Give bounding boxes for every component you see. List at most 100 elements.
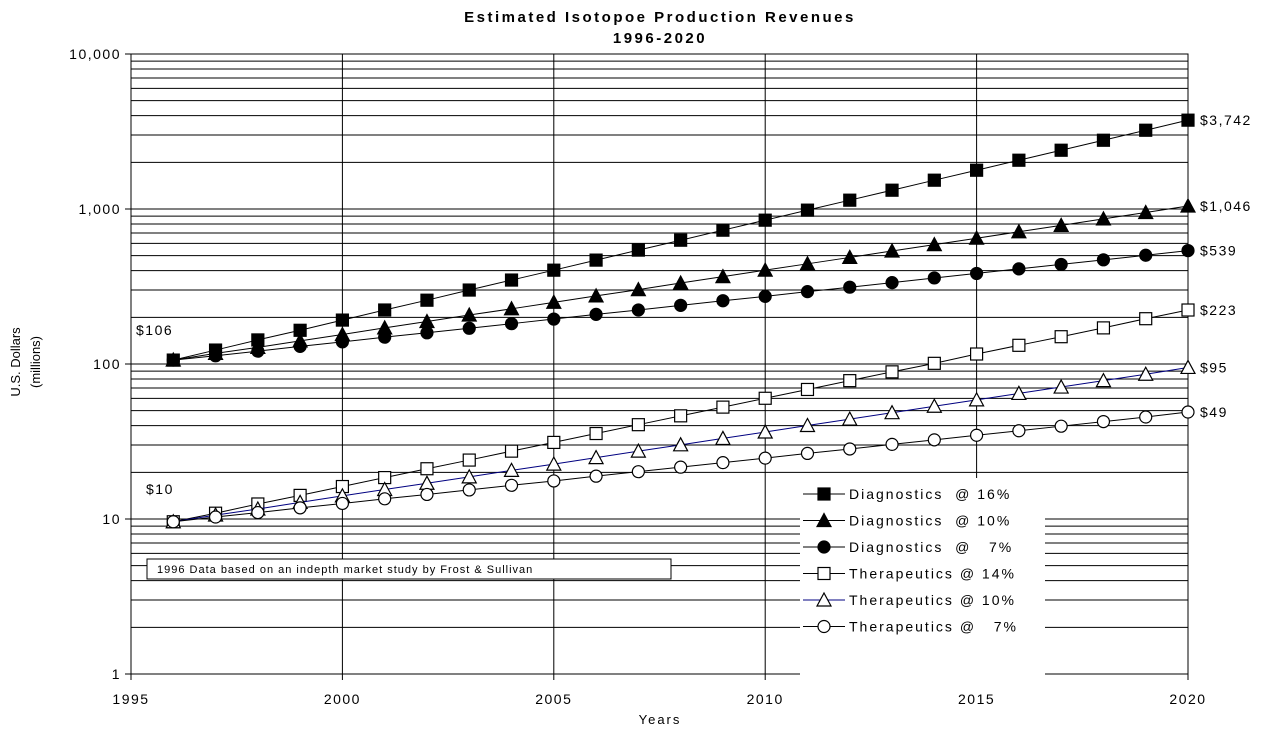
data-point-marker (545, 294, 562, 309)
data-point-marker (758, 213, 772, 227)
data-point-marker (335, 496, 349, 511)
data-point-marker (927, 173, 941, 187)
data-point-marker (927, 271, 941, 285)
data-point-marker (420, 326, 434, 340)
data-point-marker (503, 300, 520, 316)
y-axis-label: U.S. Dollars (8, 327, 23, 397)
data-point-marker (841, 410, 858, 426)
data-point-marker (293, 501, 307, 515)
data-point-marker (758, 391, 772, 405)
x-tick-label: 2000 (324, 691, 361, 707)
data-point-marker (817, 619, 831, 634)
legend-item: Diagnostics @ 10% (803, 512, 1009, 529)
data-point-marker (758, 451, 772, 465)
data-point-marker (420, 293, 434, 307)
data-point-marker (1010, 223, 1027, 239)
data-point-marker (1054, 330, 1068, 344)
end-label: $1,046 (1200, 198, 1252, 214)
data-point-marker (166, 515, 180, 529)
data-point-marker (672, 274, 689, 290)
data-point-marker (545, 455, 562, 471)
legend-label: Therapeutics @ 14% (849, 566, 1016, 582)
data-point-marker (293, 339, 307, 353)
data-point-marker (589, 469, 603, 483)
data-point-marker (1012, 153, 1026, 167)
data-point-marker (547, 435, 561, 450)
data-point-marker (378, 330, 392, 344)
data-point-marker (504, 273, 519, 287)
data-point-marker (208, 510, 223, 524)
data-point-marker (461, 468, 478, 484)
x-tick-label: 1995 (112, 691, 149, 707)
data-point-marker (716, 456, 730, 470)
series-group (165, 113, 1197, 529)
start-label-diagnostics: $106 (136, 322, 173, 338)
data-point-marker (631, 303, 645, 317)
data-point-marker (1054, 419, 1068, 433)
data-point-marker (462, 321, 476, 335)
data-point-marker (884, 242, 901, 258)
data-point-marker (589, 426, 603, 441)
legend-item: Therapeutics @ 7% (803, 619, 1016, 635)
data-point-marker (547, 312, 561, 326)
end-label: $223 (1200, 302, 1237, 318)
data-point-marker (672, 436, 689, 452)
data-point-marker (714, 268, 731, 284)
data-point-marker (800, 203, 815, 217)
data-point-marker (1053, 217, 1070, 232)
data-point-marker (251, 344, 265, 358)
y-axis-label-units: (millions) (28, 336, 43, 388)
x-tick-label: 2020 (1169, 691, 1206, 707)
data-point-marker (1012, 338, 1026, 352)
data-point-marker (1096, 253, 1111, 267)
chart-title: Estimated Isotopoe Production Revenues (464, 9, 856, 26)
data-point-marker (631, 465, 645, 479)
data-point-marker (1053, 378, 1070, 394)
x-tick-label: 2015 (958, 691, 995, 707)
data-point-marker (1054, 257, 1068, 272)
end-value-labels: $3,742 $1,046 $539 $223 $95 $49 (1200, 112, 1252, 420)
data-point-marker (799, 255, 816, 271)
data-point-marker (631, 243, 645, 257)
series-6 (166, 405, 1195, 529)
data-point-marker (503, 462, 520, 477)
legend-item: Therapeutics @ 14% (803, 566, 1016, 582)
data-point-marker (1095, 210, 1112, 226)
data-point-marker (1179, 197, 1197, 213)
data-point-marker (815, 512, 833, 528)
data-point-marker (420, 487, 434, 502)
data-point-marker (799, 417, 816, 433)
data-point-marker (716, 223, 730, 237)
data-point-marker (926, 397, 943, 413)
end-label: $49 (1200, 404, 1228, 420)
data-point-marker (1012, 262, 1026, 276)
data-point-marker (504, 317, 519, 331)
data-point-marker (1179, 359, 1197, 375)
data-point-marker (1096, 414, 1111, 429)
data-point-marker (547, 263, 561, 277)
data-point-marker (969, 266, 984, 281)
data-point-marker (968, 391, 985, 407)
data-point-marker (1012, 424, 1026, 438)
annotation-text: 1996 Data based on an indepth market stu… (157, 564, 533, 576)
data-point-marker (462, 283, 476, 297)
data-point-marker (208, 349, 223, 363)
data-point-marker (589, 253, 603, 267)
series-1 (166, 113, 1195, 367)
data-point-marker (335, 313, 349, 327)
x-tick-label: 2010 (747, 691, 784, 707)
data-point-marker (757, 423, 774, 439)
data-point-marker (1181, 303, 1195, 317)
end-label: $3,742 (1200, 112, 1252, 128)
data-point-marker (588, 449, 605, 465)
y-axis-ticks: 1 10 100 1,000 10,000 (69, 46, 131, 682)
data-point-marker (630, 442, 647, 458)
gridlines (130, 53, 1189, 675)
data-point-marker (504, 478, 519, 492)
legend-item: Therapeutics @ 10% (803, 591, 1014, 608)
x-axis-ticks: 1995 2000 2005 2010 2015 2020 (112, 674, 1206, 707)
end-label: $95 (1200, 359, 1228, 375)
data-point-marker (714, 430, 731, 446)
start-label-therapeutics: $10 (146, 481, 174, 497)
